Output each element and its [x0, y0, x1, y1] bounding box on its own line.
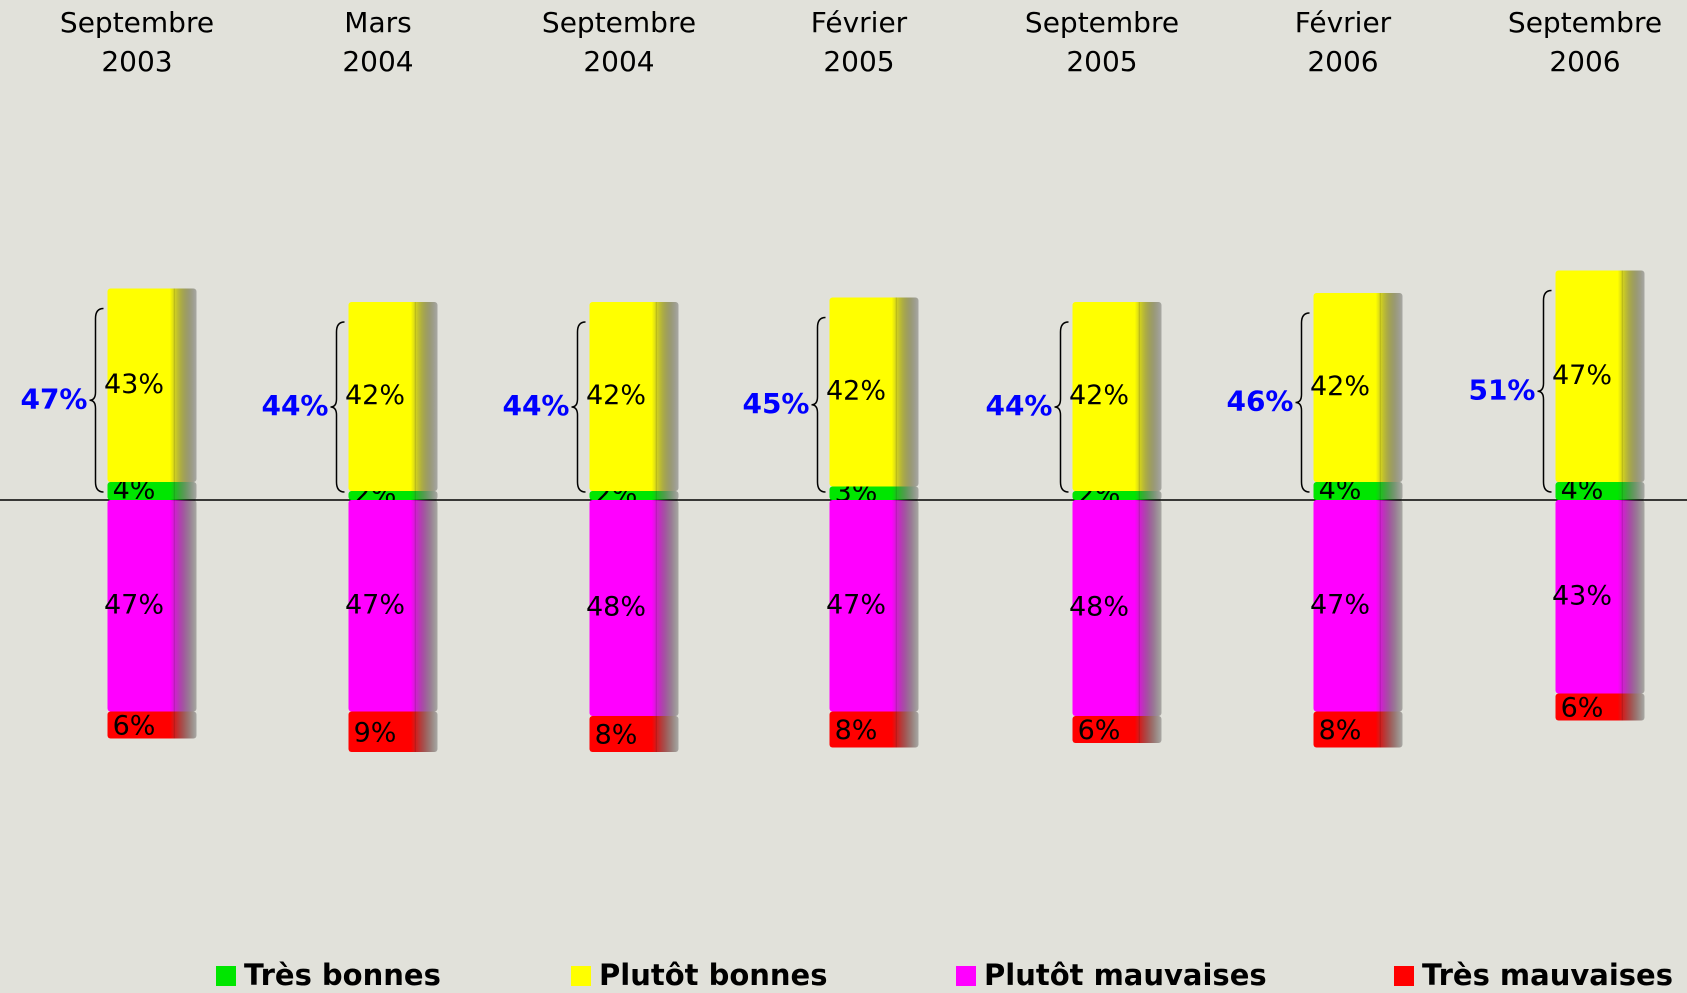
x-tick-label: Février: [811, 6, 908, 39]
bar-segment: [589, 491, 679, 500]
x-tick-label: 2003: [101, 45, 172, 78]
data-label: 8%: [1319, 715, 1362, 746]
data-label: 42%: [826, 376, 886, 407]
bar-segment: [1072, 500, 1162, 716]
brace: [571, 321, 586, 493]
legend-label: Plutôt mauvaises: [984, 958, 1267, 992]
brace: [1537, 289, 1552, 493]
bar-segment: [829, 500, 919, 712]
legend-swatch: [1394, 966, 1414, 986]
data-label: 42%: [1310, 371, 1370, 402]
x-tick-label: Septembre: [60, 6, 214, 39]
x-tick-label: 2005: [1066, 45, 1137, 78]
data-label: 48%: [1069, 592, 1129, 623]
brace: [330, 321, 345, 493]
data-label: 42%: [586, 380, 646, 411]
x-tick-label: Mars: [344, 6, 411, 39]
bar-segment: [589, 302, 679, 491]
bar-segment: [829, 711, 919, 748]
bar-segment: [589, 500, 679, 716]
bar-segment: [348, 302, 438, 491]
bar-segment: [1072, 716, 1162, 743]
bar-segment: [589, 716, 679, 752]
bar-segment: [1072, 491, 1162, 500]
bar-segment: [829, 486, 919, 500]
data-label: 42%: [345, 380, 405, 411]
bar-segment: [107, 500, 197, 712]
bar-segment: [1555, 500, 1645, 694]
x-tick-label: 2004: [583, 45, 654, 78]
data-label: 47%: [826, 589, 886, 620]
total-label: 47%: [20, 382, 87, 415]
data-label: 47%: [104, 589, 164, 620]
bar-segment: [1555, 270, 1645, 482]
data-label: 6%: [1561, 693, 1604, 724]
data-label: 48%: [586, 592, 646, 623]
brace: [1295, 312, 1310, 493]
total-label: 44%: [502, 389, 569, 422]
data-label: 42%: [1069, 380, 1129, 411]
bar-segment: [107, 482, 197, 500]
x-tick-label: 2006: [1549, 45, 1620, 78]
bar-segment: [1313, 500, 1403, 712]
data-label: 47%: [345, 589, 405, 620]
total-label: 44%: [985, 389, 1052, 422]
legend-label: Très mauvaises: [1422, 958, 1673, 992]
data-label: 8%: [835, 715, 878, 746]
total-label: 44%: [261, 389, 328, 422]
legend-swatch: [216, 966, 236, 986]
data-label: 9%: [354, 717, 397, 748]
data-label: 8%: [595, 720, 638, 751]
x-tick-label: 2006: [1307, 45, 1378, 78]
x-tick-label: Septembre: [542, 6, 696, 39]
bar-segment: [348, 711, 438, 752]
x-tick-label: Septembre: [1025, 6, 1179, 39]
bar-segment: [348, 500, 438, 712]
bar-segment: [107, 288, 197, 482]
total-label: 51%: [1468, 373, 1535, 406]
bar-segment: [107, 711, 197, 739]
brace: [89, 307, 104, 493]
bar-segment: [1555, 693, 1645, 721]
data-label: 47%: [1552, 360, 1612, 391]
legend-swatch: [956, 966, 976, 986]
bar-segment: [1313, 711, 1403, 748]
legend-swatch: [571, 966, 591, 986]
data-label: 6%: [1078, 715, 1121, 746]
data-label: 43%: [104, 369, 164, 400]
x-tick-label: 2004: [342, 45, 413, 78]
data-label: 47%: [1310, 589, 1370, 620]
bar-segment: [1555, 482, 1645, 500]
x-tick-label: Septembre: [1508, 6, 1662, 39]
data-label: 6%: [113, 711, 156, 742]
bar-segment: [829, 297, 919, 487]
brace: [1054, 321, 1069, 493]
data-label: 43%: [1552, 580, 1612, 611]
total-label: 45%: [742, 387, 809, 420]
x-tick-label: Février: [1295, 6, 1392, 39]
legend-label: Très bonnes: [244, 958, 441, 992]
bar-segment: [348, 491, 438, 500]
total-label: 46%: [1226, 385, 1293, 418]
legend-label: Plutôt bonnes: [599, 958, 828, 992]
bar-segment: [1313, 482, 1403, 500]
x-tick-label: 2005: [823, 45, 894, 78]
brace: [811, 316, 826, 493]
bar-segment: [1072, 302, 1162, 491]
bar-segment: [1313, 293, 1403, 482]
